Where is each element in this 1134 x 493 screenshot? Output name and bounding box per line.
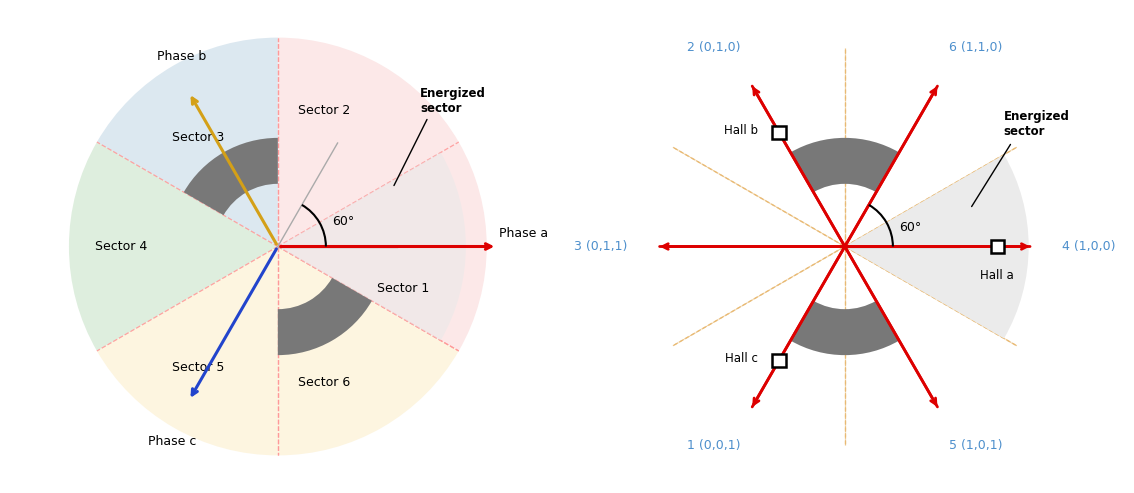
- Bar: [990, 240, 1004, 253]
- Text: Hall c: Hall c: [726, 352, 759, 365]
- Text: 2 (0,1,0): 2 (0,1,0): [687, 41, 741, 54]
- Text: Sector 4: Sector 4: [95, 240, 147, 253]
- Wedge shape: [96, 246, 278, 456]
- Bar: [772, 126, 786, 140]
- Wedge shape: [278, 152, 466, 341]
- Text: 60°: 60°: [899, 221, 922, 234]
- Bar: [772, 353, 786, 367]
- Text: Sector 5: Sector 5: [172, 361, 225, 374]
- Text: 4 (1,0,0): 4 (1,0,0): [1063, 240, 1116, 253]
- Text: Hall a: Hall a: [981, 270, 1014, 282]
- Wedge shape: [184, 138, 278, 215]
- Wedge shape: [845, 155, 1029, 338]
- Text: 60°: 60°: [332, 214, 355, 228]
- Text: Phase a: Phase a: [499, 227, 549, 240]
- Wedge shape: [69, 142, 278, 351]
- Wedge shape: [790, 138, 899, 192]
- Text: 6 (1,1,0): 6 (1,1,0): [949, 41, 1002, 54]
- Text: Hall b: Hall b: [725, 124, 759, 137]
- Text: 5 (1,0,1): 5 (1,0,1): [949, 439, 1002, 452]
- Text: Sector 2: Sector 2: [297, 104, 350, 117]
- Wedge shape: [278, 37, 459, 246]
- Wedge shape: [278, 246, 459, 456]
- Text: Energized
sector: Energized sector: [1004, 110, 1069, 138]
- Text: Phase b: Phase b: [156, 50, 206, 63]
- Wedge shape: [790, 301, 899, 355]
- Text: 3 (0,1,1): 3 (0,1,1): [574, 240, 627, 253]
- Wedge shape: [278, 142, 486, 351]
- Wedge shape: [96, 37, 278, 246]
- Wedge shape: [278, 278, 372, 355]
- Text: Sector 3: Sector 3: [172, 131, 225, 144]
- Text: 1 (0,0,1): 1 (0,0,1): [687, 439, 741, 452]
- Text: Sector 6: Sector 6: [297, 376, 350, 389]
- Text: Energized
sector: Energized sector: [420, 87, 485, 115]
- Text: Phase c: Phase c: [149, 434, 196, 448]
- Text: Sector 1: Sector 1: [376, 282, 430, 295]
